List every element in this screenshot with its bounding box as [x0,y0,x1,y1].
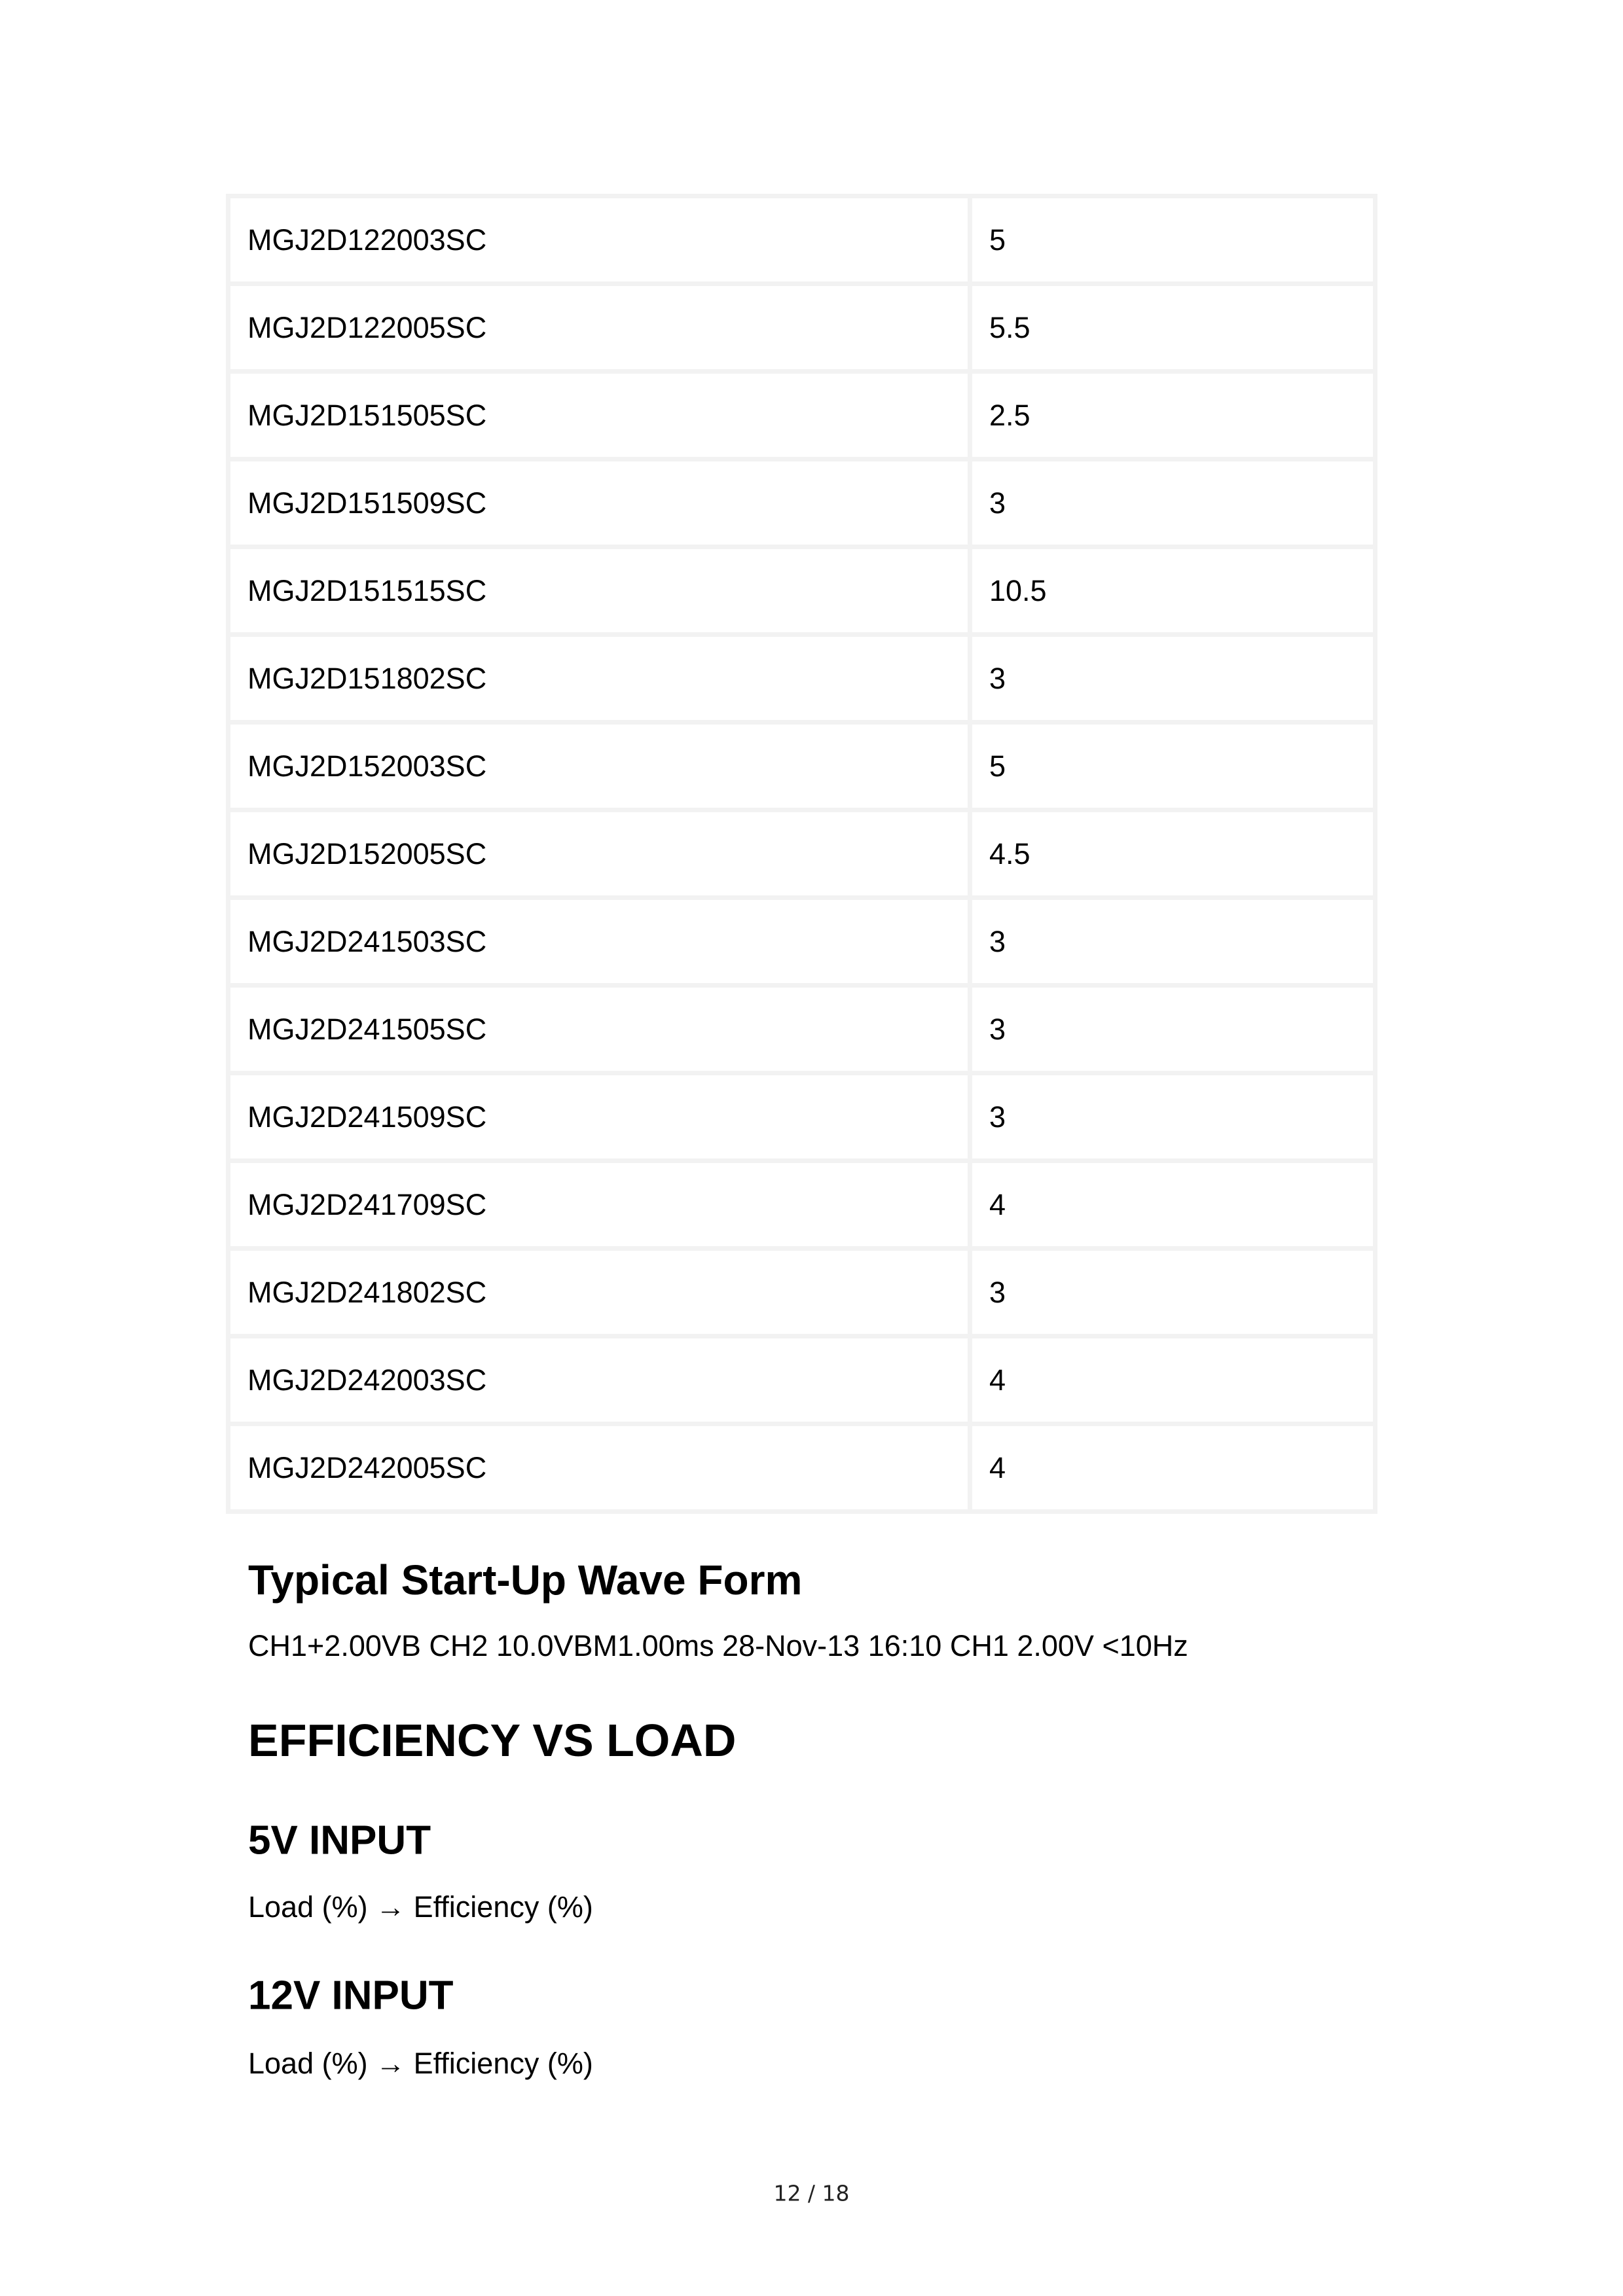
part-number-cell: MGJ2D241505SC [230,988,968,1071]
table-row: MGJ2D152005SC 4.5 [230,812,1373,895]
part-number-cell: MGJ2D151505SC [230,374,968,457]
5v-input-heading: 5V INPUT [248,1818,431,1863]
startup-heading: Typical Start-Up Wave Form [248,1556,803,1604]
table-row: MGJ2D241503SC 3 [230,900,1373,983]
table-row: MGJ2D122003SC 5 [230,198,1373,281]
value-cell: 3 [972,1075,1373,1158]
value-cell: 3 [972,1251,1373,1334]
part-number-cell: MGJ2D242005SC [230,1426,968,1509]
value-cell: 5 [972,725,1373,808]
table-row: MGJ2D242005SC 4 [230,1426,1373,1509]
table-row: MGJ2D242003SC 4 [230,1338,1373,1422]
part-number-cell: MGJ2D122003SC [230,198,968,281]
value-cell: 4 [972,1426,1373,1509]
table-row: MGJ2D241709SC 4 [230,1163,1373,1246]
isolation-table: MGJ2D122003SC 5 MGJ2D122005SC 5.5 MGJ2D15150… [226,194,1377,1514]
part-number-cell: MGJ2D241509SC [230,1075,968,1158]
part-number-cell: MGJ2D241709SC [230,1163,968,1246]
12v-input-heading: 12V INPUT [248,1973,454,2018]
part-number-cell: MGJ2D151802SC [230,637,968,720]
value-cell: 3 [972,637,1373,720]
efficiency-heading: EFFICIENCY VS LOAD [248,1715,737,1766]
table-row: MGJ2D152003SC 5 [230,725,1373,808]
value-cell: 3 [972,461,1373,545]
value-cell: 3 [972,988,1373,1071]
part-number-cell: MGJ2D152005SC [230,812,968,895]
value-cell: 5.5 [972,286,1373,369]
table-row: MGJ2D241509SC 3 [230,1075,1373,1158]
value-cell: 4 [972,1338,1373,1422]
part-number-cell: MGJ2D241802SC [230,1251,968,1334]
5v-input-text: Load (%) → Efficiency (%) [248,1890,593,1924]
part-number-cell: MGJ2D151515SC [230,549,968,632]
part-number-cell: MGJ2D241503SC [230,900,968,983]
value-cell: 2.5 [972,374,1373,457]
table-row: MGJ2D241505SC 3 [230,988,1373,1071]
value-cell: 5 [972,198,1373,281]
page-number: 12 / 18 [773,2180,850,2206]
part-number-cell: MGJ2D122005SC [230,286,968,369]
startup-caption: CH1+2.00VB CH2 10.0VBM1.00ms 28-Nov-13 1… [248,1629,1188,1662]
value-cell: 3 [972,900,1373,983]
table-row: MGJ2D151802SC 3 [230,637,1373,720]
value-cell: 4.5 [972,812,1373,895]
table-row: MGJ2D122005SC 5.5 [230,286,1373,369]
part-number-cell: MGJ2D242003SC [230,1338,968,1422]
value-cell: 4 [972,1163,1373,1246]
part-number-cell: MGJ2D151509SC [230,461,968,545]
value-cell: 10.5 [972,549,1373,632]
table-row: MGJ2D241802SC 3 [230,1251,1373,1334]
table-row: MGJ2D151505SC 2.5 [230,374,1373,457]
part-number-cell: MGJ2D152003SC [230,725,968,808]
table-row: MGJ2D151515SC 10.5 [230,549,1373,632]
12v-input-text: Load (%) → Efficiency (%) [248,2047,593,2080]
table-row: MGJ2D151509SC 3 [230,461,1373,545]
